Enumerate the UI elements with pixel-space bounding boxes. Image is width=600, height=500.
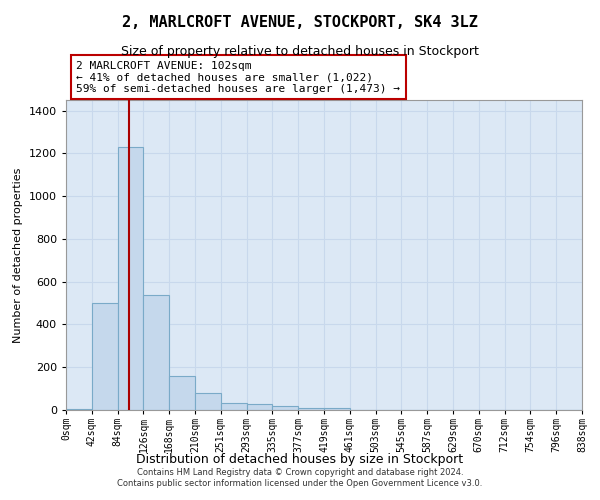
Text: Contains HM Land Registry data © Crown copyright and database right 2024.
Contai: Contains HM Land Registry data © Crown c… [118, 468, 482, 487]
Bar [221, 402, 247, 410]
Bar [298, 408, 324, 410]
Bar [66, 409, 92, 410]
Text: Distribution of detached houses by size in Stockport: Distribution of detached houses by size … [136, 452, 464, 466]
Bar [118, 147, 143, 410]
Bar [195, 393, 221, 410]
Bar [143, 294, 169, 410]
Bar [169, 376, 195, 410]
Text: 2 MARLCROFT AVENUE: 102sqm
← 41% of detached houses are smaller (1,022)
59% of s: 2 MARLCROFT AVENUE: 102sqm ← 41% of deta… [76, 60, 400, 94]
Bar [247, 404, 272, 410]
Bar [272, 406, 298, 410]
Bar [324, 408, 350, 410]
Text: Size of property relative to detached houses in Stockport: Size of property relative to detached ho… [121, 45, 479, 58]
Y-axis label: Number of detached properties: Number of detached properties [13, 168, 23, 342]
Text: 2, MARLCROFT AVENUE, STOCKPORT, SK4 3LZ: 2, MARLCROFT AVENUE, STOCKPORT, SK4 3LZ [122, 15, 478, 30]
Bar [92, 303, 118, 410]
